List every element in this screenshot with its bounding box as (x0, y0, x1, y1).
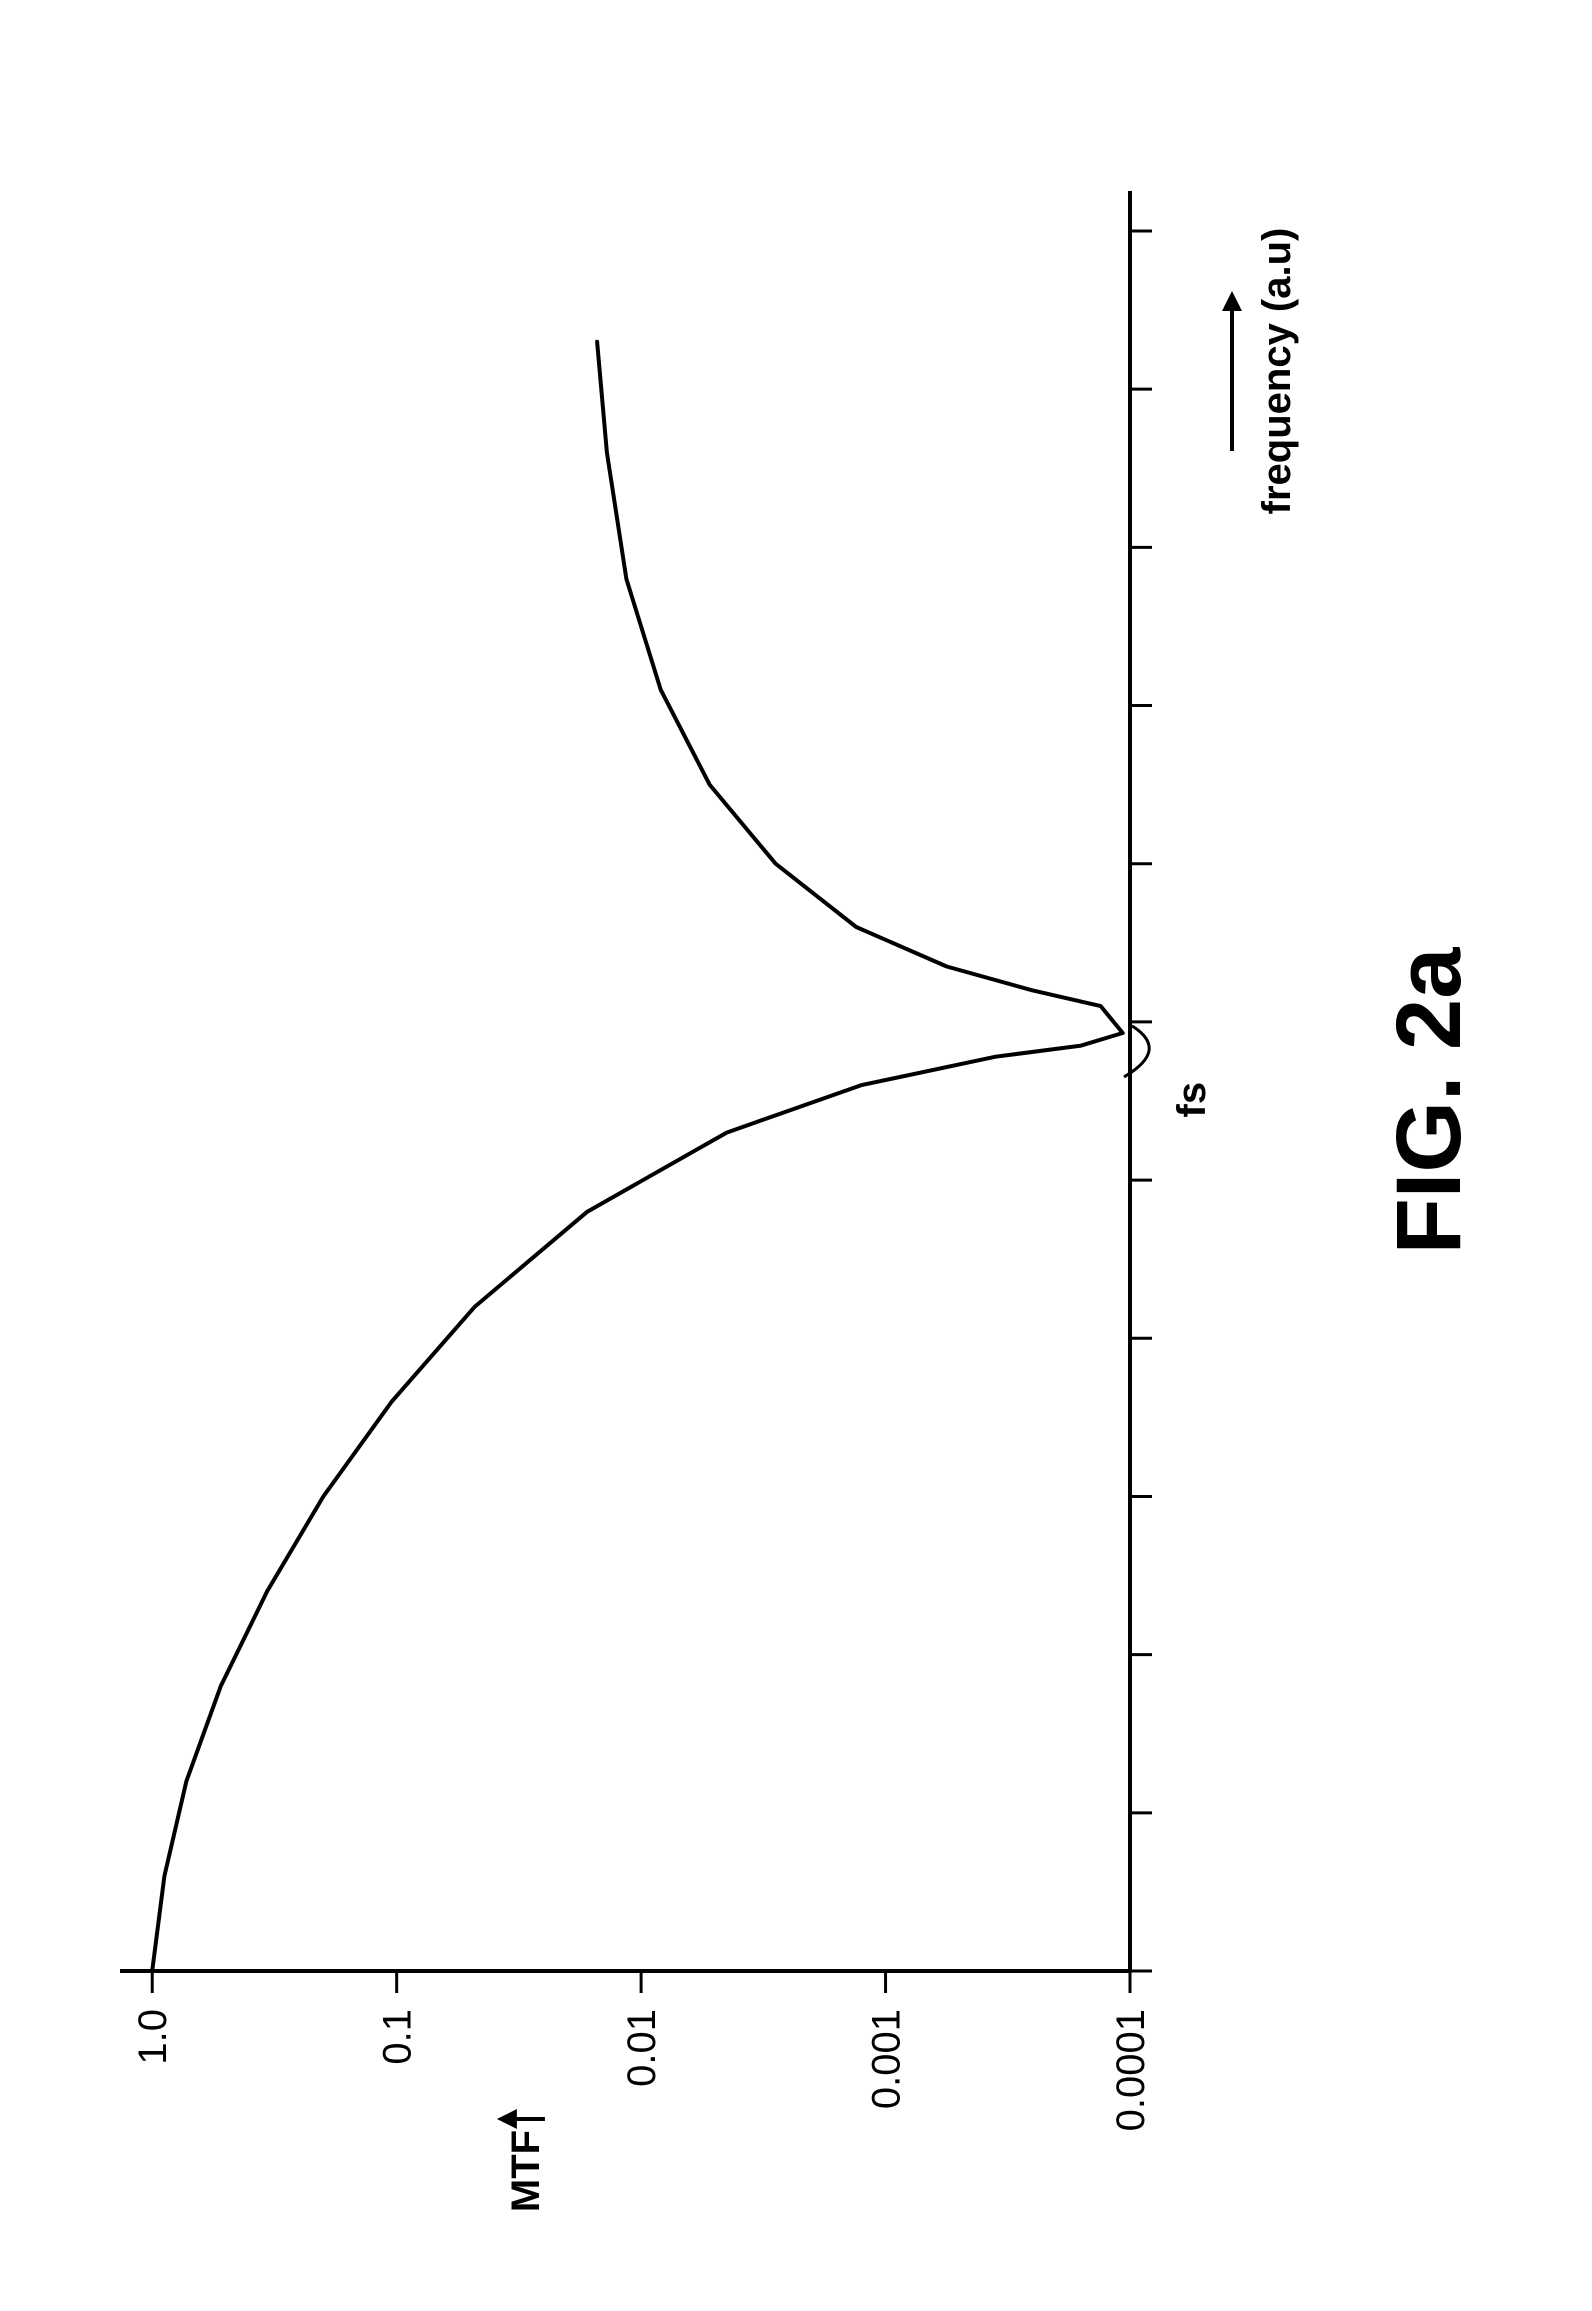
y-tick-label: 0.001 (865, 2009, 909, 2109)
y-tick-label: 0.0001 (1109, 2009, 1153, 2131)
y-tick-label: 0.01 (620, 2009, 664, 2087)
y-axis-label: MTF (504, 2130, 548, 2212)
x-axis-label: frequency (a.u) (1255, 228, 1299, 515)
y-tick-label: 0.1 (376, 2009, 420, 2065)
y-tick-label: 1.0 (131, 2009, 175, 2065)
chart-background (0, 0, 1592, 2311)
fs-label: fs (1170, 1082, 1214, 1118)
figure-caption: FIG. 2a (1378, 947, 1480, 1255)
mtf-chart: 1.0 0.1 0.01 0.001 0.0001 fs MTF frequency (a.u… (0, 0, 1592, 2311)
